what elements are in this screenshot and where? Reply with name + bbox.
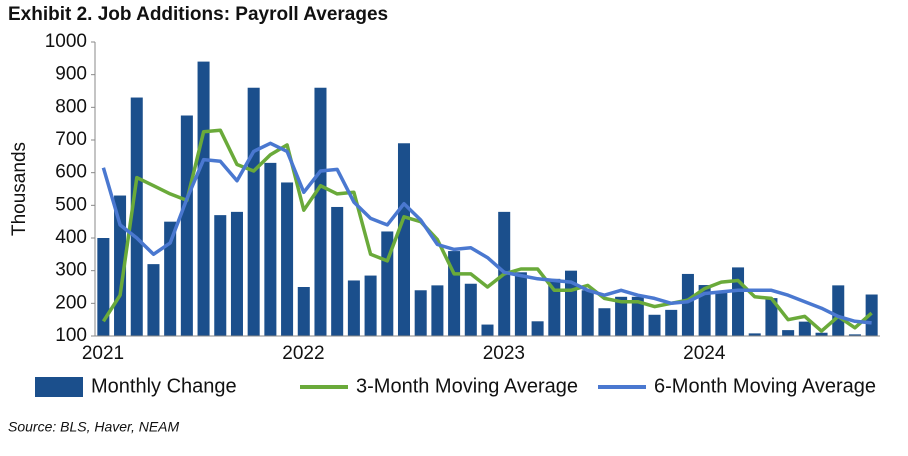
y-tick-label: 700: [55, 129, 87, 150]
bar: [564, 270, 578, 336]
bar: [314, 87, 327, 336]
y-tick-label: 1000: [45, 31, 87, 52]
bar: [180, 115, 193, 336]
bar: [164, 221, 177, 336]
bar: [832, 285, 845, 336]
x-tick-label: 2021: [82, 343, 124, 364]
bar: [765, 298, 778, 336]
bar: [130, 97, 143, 337]
bar: [782, 330, 795, 336]
y-tick-label: 200: [55, 292, 87, 313]
bar: [481, 324, 494, 336]
legend-label: Monthly Change: [91, 375, 237, 397]
x-tick-label: 2023: [483, 343, 525, 364]
y-tick-label: 500: [55, 194, 87, 215]
bar: [615, 296, 628, 336]
bar: [197, 61, 210, 336]
chart-title: Exhibit 2. Job Additions: Payroll Averag…: [8, 4, 388, 25]
line-series: [101, 128, 873, 333]
bar: [715, 291, 728, 336]
bar: [347, 280, 360, 336]
bar: [531, 321, 544, 336]
bar: [414, 290, 427, 336]
bar: [514, 272, 527, 336]
legend-swatch: [35, 377, 83, 397]
y-tick-label: 800: [55, 96, 87, 117]
x-tick-label: 2024: [683, 343, 726, 364]
bar: [264, 162, 277, 336]
bar: [748, 333, 761, 336]
legend-label: 6-Month Moving Average: [654, 375, 876, 397]
y-tick-label: 600: [55, 162, 87, 183]
bar: [214, 215, 227, 336]
bar: [698, 285, 711, 336]
bar: [798, 321, 811, 336]
bar: [397, 143, 411, 336]
y-tick-label: 100: [55, 325, 87, 346]
bar: [732, 267, 745, 336]
bar: [331, 206, 344, 336]
bar: [631, 296, 644, 336]
bar: [281, 182, 294, 336]
bar: [464, 283, 477, 336]
bar: [230, 211, 243, 336]
y-tick-label: 400: [55, 227, 87, 248]
bar: [681, 273, 694, 336]
bar: [431, 285, 444, 336]
bar: [598, 308, 611, 336]
y-tick-label: 900: [55, 64, 87, 85]
bar: [665, 309, 678, 336]
bar: [247, 87, 260, 336]
source-note: Source: BLS, Haver, NEAM: [8, 419, 180, 435]
line-series: [101, 141, 872, 325]
bar: [648, 314, 661, 336]
bar: [297, 287, 310, 336]
bar: [848, 334, 861, 336]
y-axis-label: Thousands: [9, 142, 30, 236]
bar: [548, 278, 561, 336]
legend-label: 3-Month Moving Average: [356, 375, 578, 397]
bar: [815, 332, 828, 336]
bar: [97, 238, 110, 336]
bar: [581, 290, 594, 336]
y-tick-label: 300: [55, 260, 87, 281]
bar: [147, 264, 160, 336]
x-tick-label: 2022: [282, 343, 324, 364]
bar: [364, 275, 377, 336]
